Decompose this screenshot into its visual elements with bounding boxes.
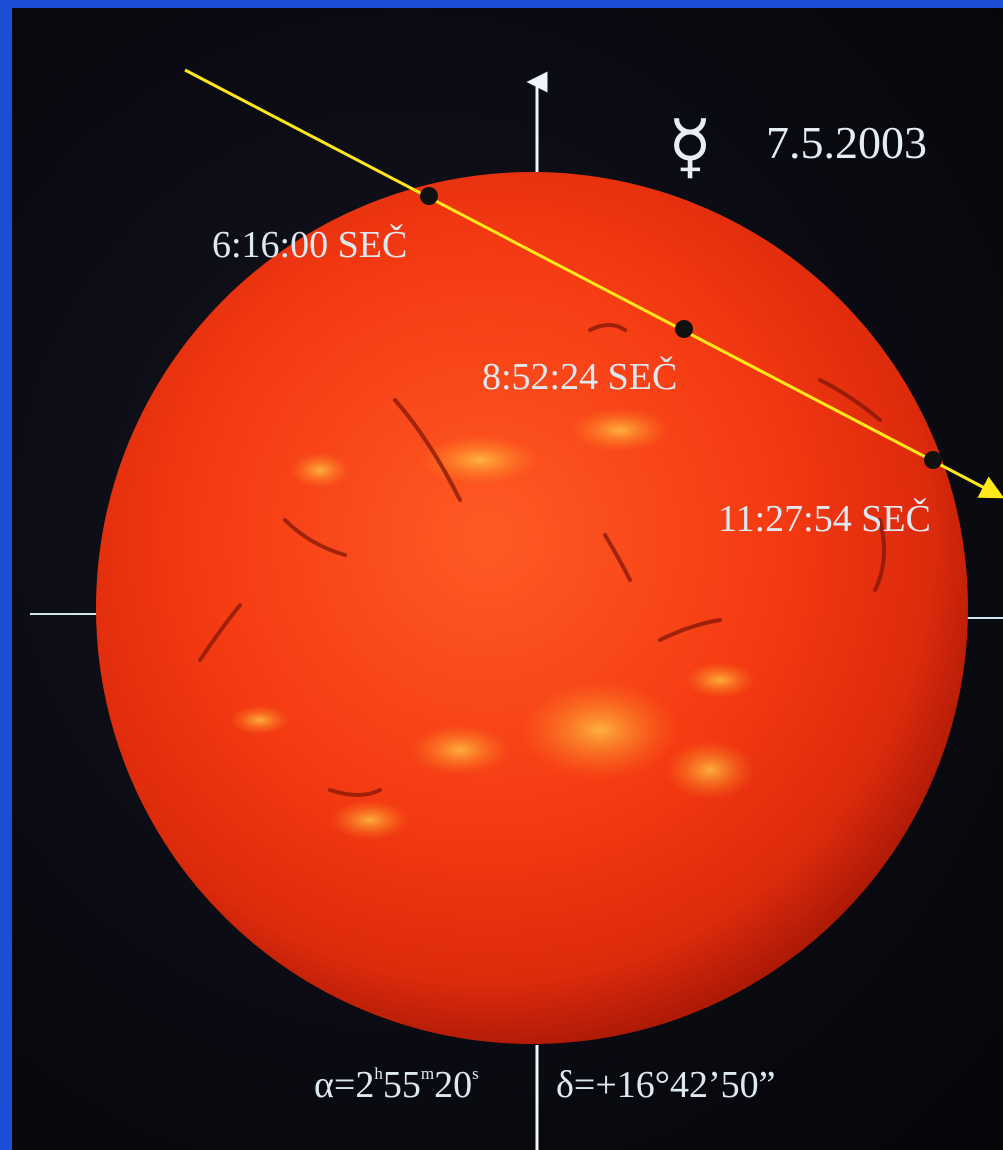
ra-minutes-unit: m — [420, 1064, 435, 1084]
sun-disk — [96, 172, 968, 1044]
mercury-position-1 — [420, 187, 438, 205]
ra-hours-unit: h — [374, 1064, 383, 1084]
ra-prefix: α=2 — [314, 1064, 375, 1106]
transit-time-label-1: 6:16:00 SEČ — [212, 224, 408, 266]
transit-path — [184, 68, 1003, 499]
mercury-position-2 — [675, 320, 693, 338]
right-ascension: α=2h55m20s — [314, 1064, 479, 1106]
declination: δ=+16°42’50” — [556, 1064, 776, 1106]
sun-filaments — [198, 323, 886, 797]
mercury-symbol: ☿ — [668, 104, 713, 188]
ra-minutes: 55 — [382, 1064, 421, 1106]
ra-seconds: 20 — [434, 1064, 473, 1106]
sun-surface-features — [230, 408, 755, 840]
transit-date: 7.5.2003 — [766, 117, 927, 168]
transit-time-label-2: 8:52:24 SEČ — [482, 356, 678, 398]
ra-seconds-unit: s — [472, 1064, 479, 1084]
mercury-position-3 — [924, 451, 942, 469]
transit-time-label-3: 11:27:54 SEČ — [718, 498, 931, 540]
